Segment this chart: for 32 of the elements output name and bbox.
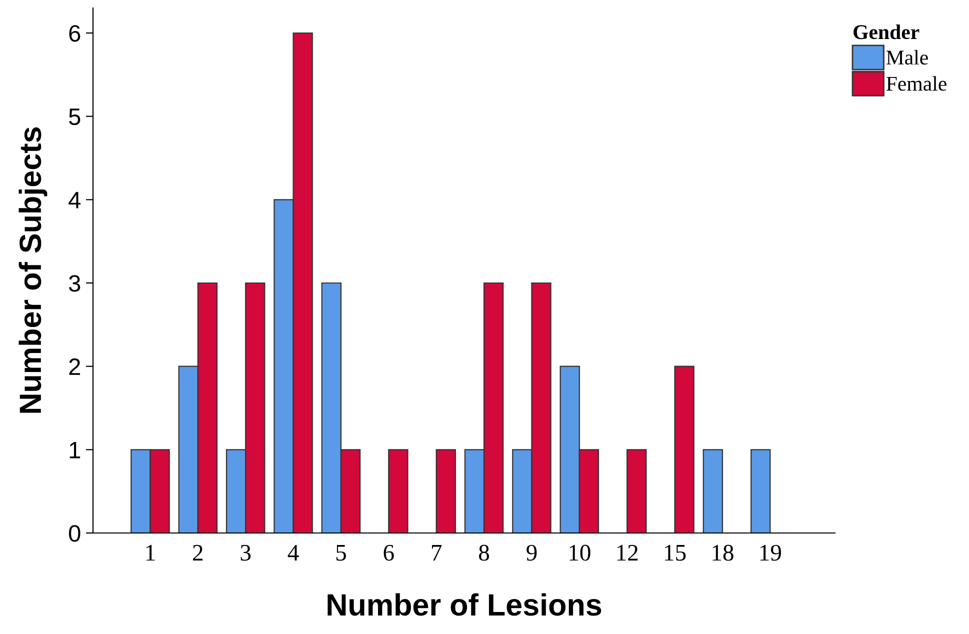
x-axis-title: Number of Lesions: [328, 593, 602, 616]
x-tick-label: 2: [193, 544, 203, 560]
x-tick-label: 3: [240, 544, 251, 561]
y-tick-label: 5: [69, 108, 80, 126]
bar: [436, 449, 456, 533]
y-tick-label: 4: [68, 192, 81, 208]
x-tick-label: 19: [760, 544, 781, 561]
y-tick-label: 0: [68, 525, 80, 542]
y-tick-label: 3: [68, 275, 80, 292]
legend-label: Male: [886, 50, 928, 65]
x-tick-label: 8: [479, 544, 490, 561]
y-axis-title: Number of Subjects: [18, 127, 48, 413]
x-tick-label: 1: [146, 544, 155, 560]
y-tick-label: 1: [70, 442, 80, 458]
x-tick-label: 15: [665, 544, 686, 561]
x-tick-label: 5: [336, 545, 346, 561]
x-tick-label: 6: [384, 544, 394, 561]
x-tick-label: 18: [712, 544, 734, 561]
y-tick-label: 2: [69, 358, 80, 375]
bar: [750, 449, 771, 533]
bar: [702, 449, 724, 533]
x-tick-label: 7: [432, 545, 442, 560]
x-tick-label: 10: [570, 544, 590, 561]
x-tick-label: 9: [526, 544, 537, 561]
y-tick-label: 6: [69, 25, 80, 42]
legend-title: Gender: [854, 24, 920, 40]
x-tick-label: 12: [617, 544, 638, 560]
legend-label: Female: [886, 76, 946, 91]
bar: [674, 366, 694, 533]
bar: [626, 449, 647, 533]
x-tick-label: 4: [288, 544, 299, 560]
bar: [388, 449, 408, 533]
